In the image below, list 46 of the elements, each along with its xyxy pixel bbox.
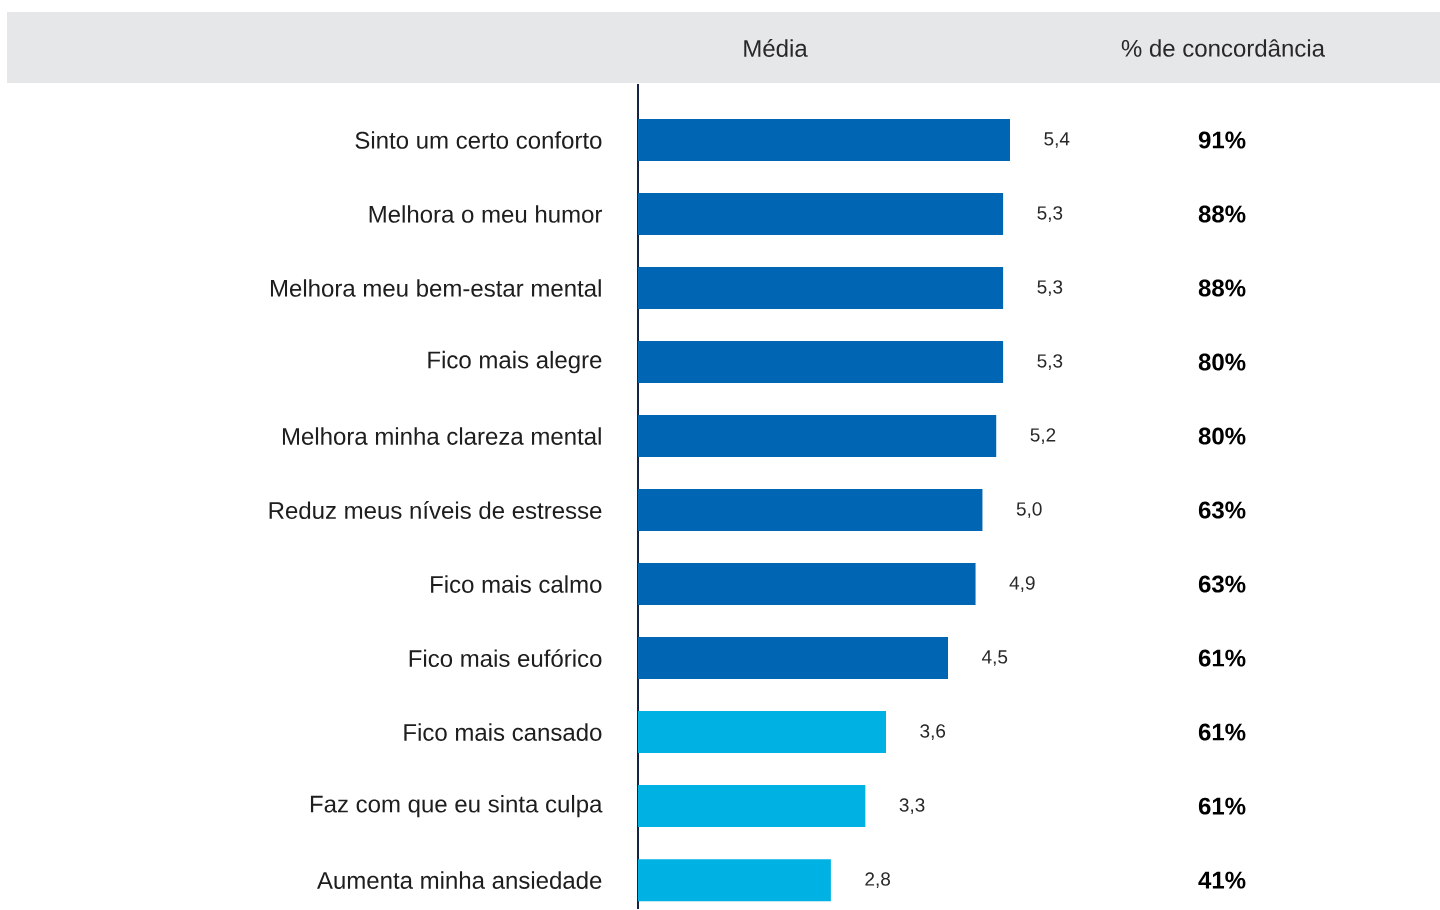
data-label: 5,4 [1044,132,1070,148]
text: % de concordância [1121,39,1326,57]
text: 61% [1198,797,1246,815]
bar [638,563,976,606]
text: 61% [1198,723,1246,741]
bar [638,711,886,754]
text: Média [744,39,808,57]
y-tick-label: Melhora o meu humor [369,205,603,223]
text: 88% [1198,205,1246,223]
y-tick-label: Aumenta minha ansiedade [316,871,602,889]
y-tick-label: Melhora minha clareza mental [282,427,601,445]
data-label: 2,8 [865,872,891,888]
data-label: 5,0 [1016,502,1042,518]
data-label: 4,5 [981,650,1008,666]
bar [638,341,1004,384]
bar [638,267,1004,310]
data-label: 5,3 [1037,354,1063,370]
bar [638,193,1004,236]
text: 63% [1198,501,1246,519]
data-label: 5,3 [1037,206,1063,222]
text: 80% [1198,353,1246,371]
text: 61% [1198,649,1246,667]
text: 63% [1198,575,1246,593]
y-tick-label: Reduz meus níveis de estresse [269,501,602,520]
y-tick-label: Faz com que eu sinta culpa [310,794,603,818]
bar [638,119,1010,162]
y-tick-label: Fico mais cansado [404,723,602,741]
y-tick-label: Sinto um certo conforto [355,131,602,149]
data-label: 3,6 [920,724,946,740]
bar [638,489,983,532]
bar [638,637,948,680]
bar [638,785,866,828]
bar [638,859,831,902]
data-label: 5,2 [1030,428,1056,444]
y-tick-label: Melhora meu bem-estar mental [270,279,601,297]
y-tick-label: Fico mais calmo [431,575,602,593]
data-label: 4,9 [1009,576,1035,592]
y-tick-label: Fico mais eufórico [409,649,602,668]
text: 80% [1198,427,1246,445]
text: 41% [1198,871,1246,889]
text: 91% [1198,131,1246,149]
data-label: 5,3 [1037,280,1063,296]
text: 88% [1198,279,1246,297]
data-label: 3,3 [899,798,925,814]
bar [638,415,997,458]
y-tick-label: Fico mais alegre [428,350,602,374]
